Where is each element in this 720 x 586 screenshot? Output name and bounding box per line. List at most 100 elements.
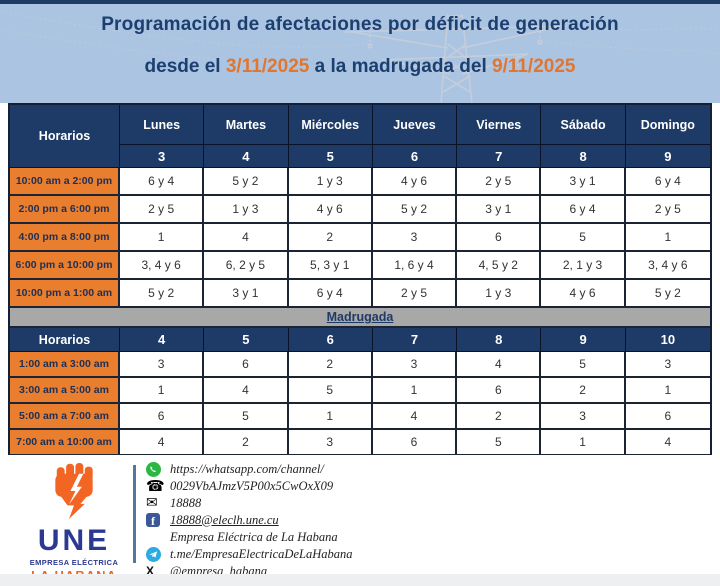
schedule-cell: 3 (288, 430, 373, 456)
schedule-cell: 6 (120, 404, 205, 430)
schedule-cell: 4 y 6 (541, 280, 626, 308)
une-wordmark: UNE (37, 524, 111, 557)
une-logo: UNE EMPRESA ELÉCTRICA LA HABANA (22, 463, 126, 583)
schedule-cell: 1 (120, 224, 205, 252)
schedule-cell: 6 y 4 (120, 168, 205, 196)
corner-header-horarios: Horarios (10, 105, 120, 168)
schedule-cell: 5 y 2 (625, 280, 710, 308)
schedule-cell: 1 y 3 (204, 196, 289, 224)
date-header-cell: 9 (625, 145, 710, 168)
schedule-cell: 2 y 5 (372, 280, 458, 308)
contact-telegram[interactable]: t.me/EmpresaElectricaDeLaHabana (146, 546, 353, 562)
schedule-cell: 1 (372, 378, 458, 404)
schedule-cell: 4 (457, 352, 542, 378)
email-address[interactable]: 18888@eleclh.une.cu (170, 512, 279, 527)
date-header-cell: 4 (120, 328, 205, 352)
day-header-martes: Martes (204, 105, 289, 145)
schedule-cell: 3 (625, 352, 710, 378)
contact-sms: ✉ 18888 (146, 495, 353, 511)
time-label-cell: 7:00 am a 10:00 am (10, 430, 120, 456)
schedule-cell: 2 y 5 (457, 168, 542, 196)
day-header-lunes: Lunes (120, 105, 205, 145)
whatsapp-url-line1[interactable]: https://whatsapp.com/channel/ (170, 461, 324, 476)
date-header-cell: 5 (204, 328, 289, 352)
title-banner: Programación de afectaciones por déficit… (0, 4, 720, 103)
date-header-cell: 7 (372, 328, 458, 352)
mail-icon: ✉ (146, 495, 158, 511)
schedule-cell: 6 y 4 (541, 196, 626, 224)
time-label-cell: 2:00 pm a 6:00 pm (10, 196, 120, 224)
schedule-cell: 3 (541, 404, 626, 430)
date-header-cell: 6 (288, 328, 373, 352)
schedule-cell: 2 (457, 404, 542, 430)
contact-email[interactable]: f 18888@eleclh.une.cu (146, 512, 353, 528)
schedule-cell: 4 (372, 404, 458, 430)
contact-whatsapp-code[interactable]: ☎ 0029VbAJmzV5P00x5CwOxX09 (146, 478, 353, 494)
start-date: 3/11/2025 (225, 56, 310, 77)
phone-icon: ☎ (146, 476, 165, 495)
schedule-cell: 4 (625, 430, 710, 456)
date-header-cell: 10 (625, 328, 710, 352)
date-header-cell: 5 (288, 145, 373, 168)
schedule-cell: 6 (204, 352, 289, 378)
date-header-cell: 6 (372, 145, 458, 168)
schedule-cell: 3, 4 y 6 (120, 252, 205, 280)
schedule-cell: 5, 3 y 1 (288, 252, 373, 280)
schedule-cell: 1 (625, 378, 710, 404)
facebook-page-name: Empresa Eléctrica de La Habana (170, 529, 338, 544)
schedule-cell: 6 y 4 (625, 168, 710, 196)
schedule-cell: 5 (541, 352, 626, 378)
schedule-cell: 3 y 1 (541, 168, 626, 196)
time-label-cell: 3:00 am a 5:00 am (10, 378, 120, 404)
time-label-cell: 6:00 pm a 10:00 pm (10, 252, 120, 280)
schedule-cell: 3 y 1 (457, 196, 542, 224)
schedule-cell: 6, 2 y 5 (204, 252, 289, 280)
whatsapp-icon[interactable] (146, 461, 164, 477)
day-header-miercoles: Miércoles (288, 105, 373, 145)
top-border-strip (0, 0, 720, 4)
sms-number: 18888 (170, 495, 202, 510)
schedule-cell: 4 y 6 (372, 168, 458, 196)
schedule-cell: 1 (625, 224, 710, 252)
schedule-cell: 2 (288, 224, 373, 252)
day-header-domingo: Domingo (625, 105, 710, 145)
schedule-cell: 1, 6 y 4 (372, 252, 458, 280)
schedule-cell: 1 (288, 404, 373, 430)
telegram-url[interactable]: t.me/EmpresaElectricaDeLaHabana (170, 546, 353, 561)
date-header-cell: 8 (541, 145, 626, 168)
schedule-cell: 6 (457, 224, 542, 252)
schedule-cell: 1 (120, 378, 205, 404)
contact-list: https://whatsapp.com/channel/ ☎ 0029VbAJ… (146, 461, 353, 579)
schedule-cell: 2 y 5 (625, 196, 710, 224)
time-label-cell: 4:00 pm a 8:00 pm (10, 224, 120, 252)
schedule-cell: 5 y 2 (204, 168, 289, 196)
time-label-cell: 1:00 am a 3:00 am (10, 352, 120, 378)
telegram-icon[interactable] (146, 546, 164, 562)
x-icon[interactable]: X (146, 564, 155, 578)
schedule-cell: 5 (204, 404, 289, 430)
schedule-cell: 2, 1 y 3 (541, 252, 626, 280)
poster-title-line1: Programación de afectaciones por déficit… (101, 14, 619, 35)
madrugada-banner: Madrugada (10, 308, 710, 328)
schedule-cell: 4 y 6 (288, 196, 373, 224)
schedule-cell: 6 (457, 378, 542, 404)
schedule-cell: 3 (372, 224, 458, 252)
time-label-cell: 10:00 pm a 1:00 am (10, 280, 120, 308)
schedule-cell: 5 y 2 (372, 196, 458, 224)
whatsapp-url-line2[interactable]: 0029VbAJmzV5P00x5CwOxX09 (170, 478, 334, 493)
poster-title-line2: desde el 3/11/2025 a la madrugada del 9/… (0, 56, 720, 78)
madrugada-label: Madrugada (326, 310, 394, 324)
schedule-cell: 3 (372, 352, 458, 378)
footer-divider (133, 465, 136, 563)
contact-whatsapp[interactable]: https://whatsapp.com/channel/ (146, 461, 353, 477)
schedule-cell: 6 y 4 (288, 280, 373, 308)
schedule-cell: 2 (288, 352, 373, 378)
schedule-cell: 4 (204, 224, 289, 252)
schedule-cell: 4 (204, 378, 289, 404)
schedule-cell: 5 (288, 378, 373, 404)
footer: UNE EMPRESA ELÉCTRICA LA HABANA https://… (0, 455, 720, 583)
schedule-cell: 6 (372, 430, 458, 456)
schedule-cell: 2 (541, 378, 626, 404)
facebook-icon[interactable]: f (146, 513, 164, 528)
